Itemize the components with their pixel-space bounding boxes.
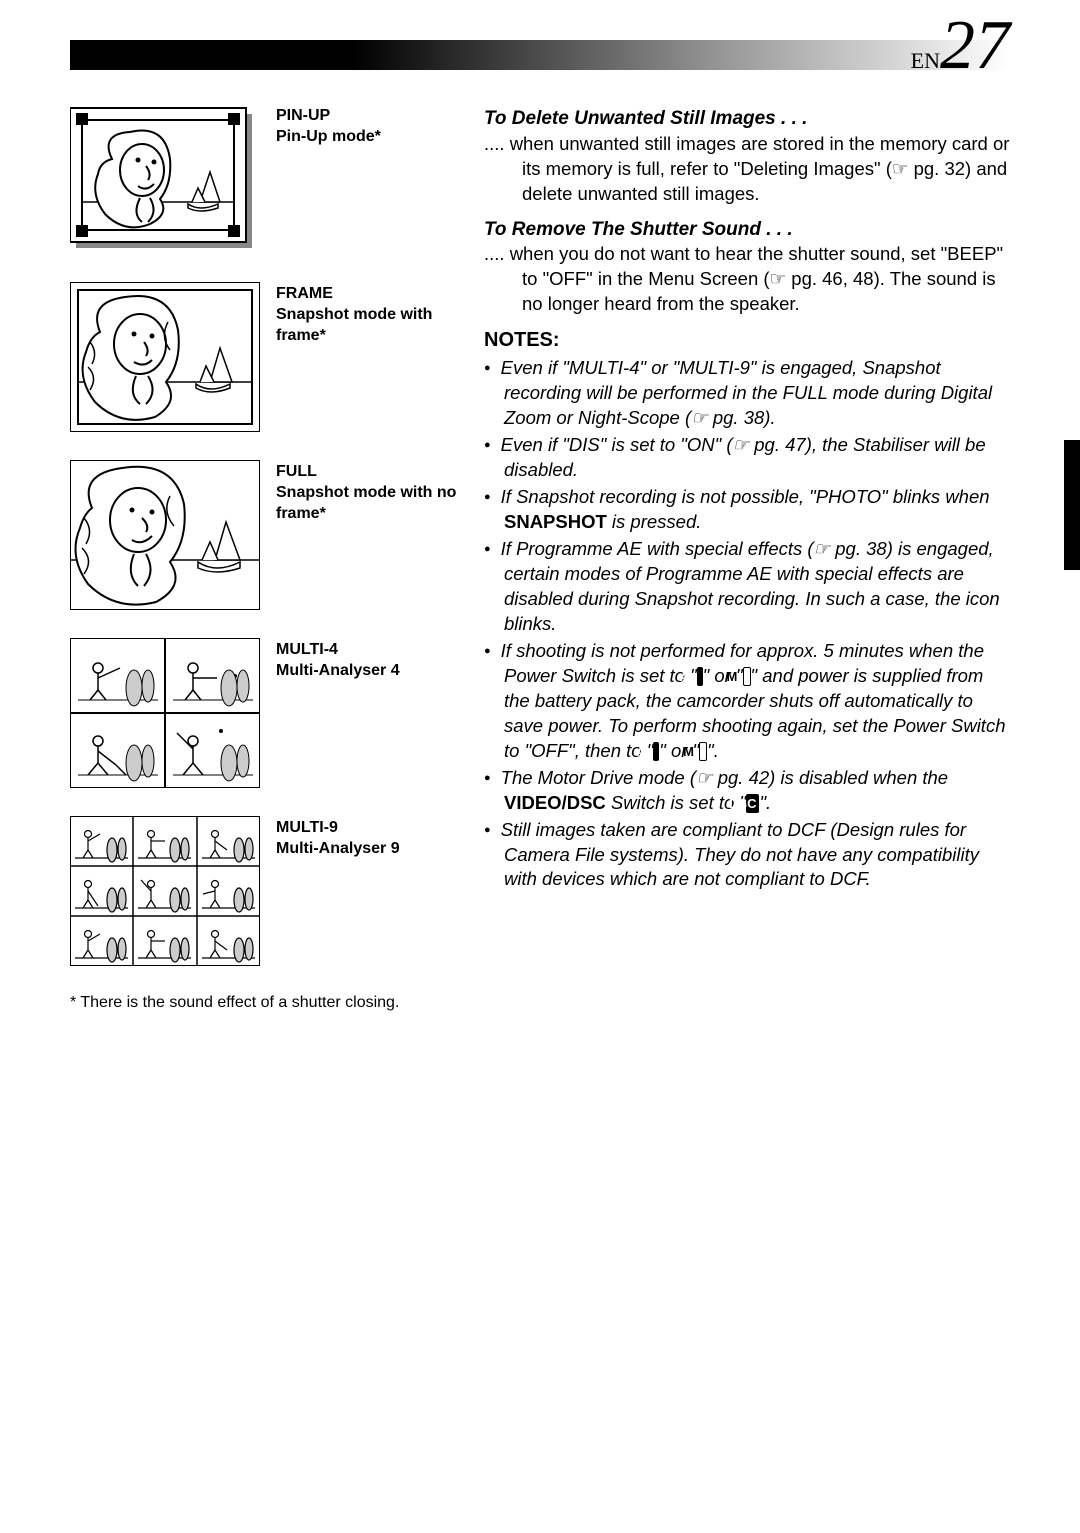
note-item: Even if "DIS" is set to "ON" (☞ pg. 47),… — [484, 433, 1010, 483]
full-title: FULL — [276, 462, 460, 483]
note-item: If shooting is not performed for approx.… — [484, 639, 1010, 764]
notes-list: Even if "MULTI-4" or "MULTI-9" is engage… — [484, 356, 1010, 892]
multi4-label: MULTI-4 Multi-Analyser 4 — [276, 638, 400, 682]
multi4-title: MULTI-4 — [276, 640, 400, 661]
page-content: EN27 — [0, 0, 1080, 1052]
section-body-1: .... when you do not want to hear the sh… — [484, 242, 1010, 317]
note-item: If Programme AE with special effects (☞ … — [484, 537, 1010, 637]
mode-full: FULL Snapshot mode with no frame* — [70, 460, 460, 610]
mode-pinup: PIN-UP Pin-Up mode* — [70, 104, 460, 254]
page-edge-tab — [1064, 440, 1080, 570]
full-label: FULL Snapshot mode with no frame* — [276, 460, 460, 524]
mode-frame: FRAME Snapshot mode with frame* — [70, 282, 460, 432]
frame-label: FRAME Snapshot mode with frame* — [276, 282, 460, 346]
note-item: The Motor Drive mode (☞ pg. 42) is disab… — [484, 766, 1010, 816]
multi4-thumb — [70, 638, 260, 788]
pinup-thumb — [70, 104, 260, 254]
notes-heading: NOTES: — [484, 327, 1010, 354]
footnote: * There is the sound effect of a shutter… — [70, 994, 460, 1012]
multi9-desc: Multi-Analyser 9 — [276, 839, 400, 860]
pinup-title: PIN-UP — [276, 106, 381, 127]
multi9-title: MULTI-9 — [276, 818, 400, 839]
pinup-label: PIN-UP Pin-Up mode* — [276, 104, 381, 148]
mode-multi4: MULTI-4 Multi-Analyser 4 — [70, 638, 460, 788]
multi9-label: MULTI-9 Multi-Analyser 9 — [276, 816, 400, 860]
multi9-thumb — [70, 816, 260, 966]
full-desc: Snapshot mode with no frame* — [276, 483, 460, 525]
section-heading-1: To Remove The Shutter Sound . . . — [484, 217, 1010, 243]
frame-title: FRAME — [276, 284, 460, 305]
mode-multi9: MULTI-9 Multi-Analyser 9 — [70, 816, 460, 966]
page-number-value: 27 — [940, 7, 1010, 84]
note-item: Still images taken are compliant to DCF … — [484, 818, 1010, 893]
section-heading-0: To Delete Unwanted Still Images . . . — [484, 106, 1010, 132]
left-column: PIN-UP Pin-Up mode* — [70, 104, 460, 1012]
page-number: EN27 — [70, 6, 1010, 86]
page-prefix: EN — [911, 48, 940, 73]
section-body-0: .... when unwanted still images are stor… — [484, 132, 1010, 207]
full-thumb — [70, 460, 260, 610]
note-item: If Snapshot recording is not possible, "… — [484, 485, 1010, 535]
multi4-desc: Multi-Analyser 4 — [276, 661, 400, 682]
frame-desc: Snapshot mode with frame* — [276, 305, 460, 347]
right-column: To Delete Unwanted Still Images . . . ..… — [484, 104, 1010, 1012]
pinup-desc: Pin-Up mode* — [276, 127, 381, 148]
frame-thumb — [70, 282, 260, 432]
note-item: Even if "MULTI-4" or "MULTI-9" is engage… — [484, 356, 1010, 431]
